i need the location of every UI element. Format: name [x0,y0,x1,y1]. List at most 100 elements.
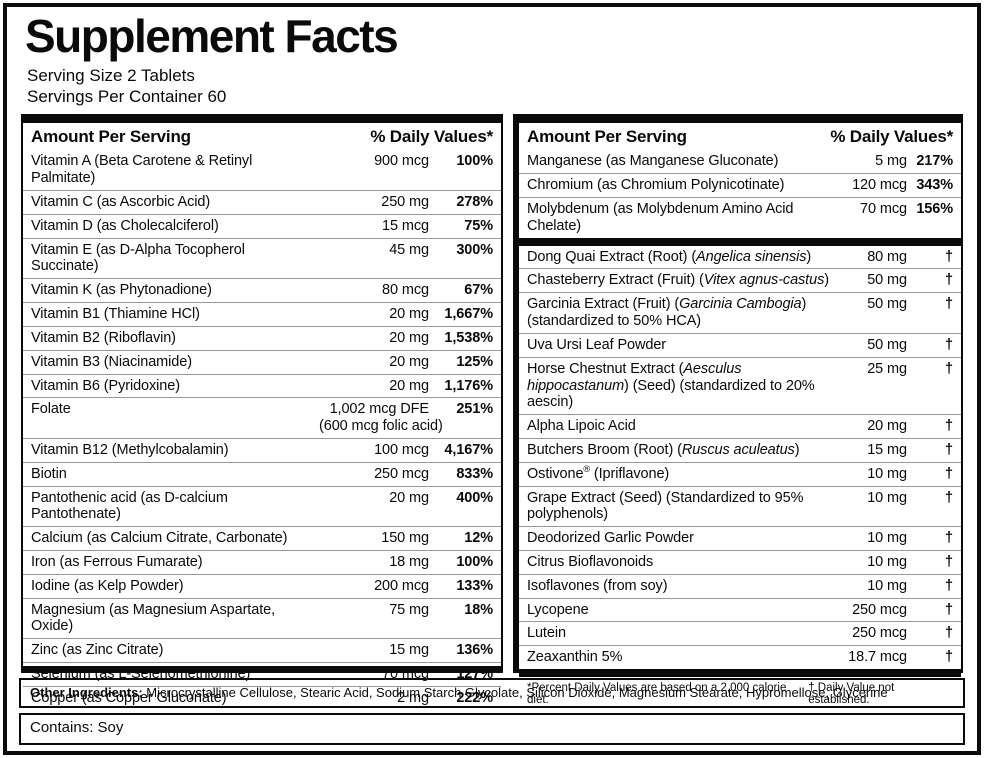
nutrient-daily-value: † [945,272,953,289]
nutrient-row: Butchers Broom (Root) (Ruscus aculeatus)… [519,437,961,462]
nutrient-daily-value: 400% [456,489,493,506]
nutrient-amount: 20 mg [389,489,429,506]
nutrient-row: Vitamin E (as D-Alpha Tocopherol Succina… [23,237,501,279]
nutrient-daily-value: 1,538% [444,329,493,346]
nutrient-daily-value: 133% [456,577,493,594]
nutrient-amount: 75 mg [389,601,429,618]
nutrient-name: Manganese (as Manganese Gluconate) [527,153,779,170]
nutrient-amount: 80 mcg [382,282,429,299]
nutrient-daily-value: 343% [916,177,953,194]
nutrient-daily-value: † [945,465,953,482]
nutrient-amount: 15 mg [389,642,429,659]
nutrient-row: Dong Quai Extract (Root) (Angelica sinen… [519,246,961,269]
nutrient-row: Chasteberry Extract (Fruit) (Vitex agnus… [519,268,961,292]
nutrient-amount: 2 mg [397,689,429,706]
supplement-column-right: Amount Per Serving % Daily Values* Manga… [513,114,963,706]
nutrient-name: Vitamin D (as Cholecalciferol) [31,217,219,234]
nutrient-amount: 120 mcg [852,177,907,194]
nutrient-daily-value: † [945,625,953,642]
nutrient-name: Zinc (as Zinc Citrate) [31,642,164,659]
nutrient-name: Iodine (as Kelp Powder) [31,577,184,594]
nutrient-name: Vitamin K (as Phytonadione) [31,282,212,299]
nutrient-rows-right: Manganese (as Manganese Gluconate) 5 mg 21… [519,150,961,669]
nutrient-name: Uva Ursi Leaf Powder [527,336,667,353]
nutrient-row: Vitamin A (Beta Carotene & Retinyl Palmi… [23,150,501,190]
section-divider-bar [519,237,961,246]
nutrient-amount: 20 mg [389,377,429,394]
column-header-left: Amount Per Serving % Daily Values* [23,123,501,150]
nutrient-daily-value: 833% [456,465,493,482]
nutrient-name: Biotin [31,465,67,482]
nutrient-name: Grape Extract (Seed) (Standardized to 95… [527,489,804,523]
header-daily-values: % Daily Values* [370,127,493,147]
contains-box: Contains: Soy [19,713,965,745]
nutrient-daily-value: 136% [456,642,493,659]
nutrient-row: Deodorized Garlic Powder 10 mg † [519,526,961,550]
nutrient-daily-value: † [945,441,953,458]
nutrient-name: Chromium (as Chromium Polynicotinate) [527,177,785,194]
nutrient-daily-value: 75% [464,217,493,234]
nutrient-row: Vitamin B3 (Niacinamide) 20 mg 125% [23,349,501,374]
nutrient-amount: 900 mcg [374,153,429,170]
nutrient-amount: 20 mg [389,329,429,346]
nutrient-amount: 10 mg [867,465,907,482]
nutrient-daily-value: † [945,336,953,353]
nutrient-name: Alpha Lipoic Acid [527,418,636,435]
nutrient-row: Biotin 250 mcg 833% [23,461,501,486]
nutrient-amount: 50 mg [867,336,907,353]
nutrient-name: Copper (as Copper Gluconate) [31,689,227,706]
nutrient-amount: 250 mcg [374,465,429,482]
nutrient-row: Magnesium (as Magnesium Aspartate, Oxide… [23,597,501,639]
nutrient-amount: 10 mg [867,530,907,547]
nutrient-row: Calcium (as Calcium Citrate, Carbonate) 1… [23,526,501,550]
nutrient-amount: 20 mg [389,353,429,370]
nutrient-amount: 80 mg [867,248,907,265]
nutrient-name: Ostivone® (Ipriflavone) [527,463,670,482]
nutrient-daily-value: † [945,360,953,377]
nutrient-name: Folate [31,401,71,418]
nutrient-row: Isoflavones (from soy) 10 mg † [519,573,961,598]
nutrient-name: Magnesium (as Magnesium Aspartate, Oxide… [31,601,276,635]
nutrient-amount: 10 mg [867,554,907,571]
nutrient-row: Iodine (as Kelp Powder) 200 mcg 133% [23,573,501,598]
nutrient-name: Vitamin A (Beta Carotene & Retinyl Palmi… [31,153,253,187]
nutrient-row: Horse Chestnut Extract (Aesculus hippoca… [519,356,961,414]
nutrient-name: Citrus Bioflavonoids [527,554,654,571]
nutrient-row: Lutein 250 mcg † [519,621,961,645]
nutrient-daily-value: † [945,649,953,666]
nutrient-amount: 15 mcg [382,217,429,234]
nutrient-row: Grape Extract (Seed) (Standardized to 95… [519,485,961,527]
header-daily-values: % Daily Values* [830,127,953,147]
nutrient-amount: 250 mcg [852,625,907,642]
nutrient-row: Pantothenic acid (as D-calcium Pantothen… [23,485,501,527]
nutrient-daily-value: † [945,489,953,506]
nutrient-amount: 250 mg [381,194,429,211]
nutrient-daily-value: 156% [916,201,953,218]
nutrient-row: Vitamin K (as Phytonadione) 80 mcg 67% [23,278,501,302]
nutrient-row: Garcinia Extract (Fruit) (Garcinia Cambo… [519,292,961,333]
nutrient-name: Butchers Broom (Root) (Ruscus aculeatus) [527,441,800,458]
nutrient-daily-value: † [945,530,953,547]
nutrient-name: Vitamin B12 (Methylcobalamin) [31,441,229,458]
nutrient-amount: 50 mg [867,272,907,289]
nutrient-name: Chasteberry Extract (Fruit) (Vitex agnus… [527,272,829,289]
nutrient-name: Lycopene [527,601,589,618]
nutrient-amount: 100 mcg [374,441,429,458]
nutrient-amount: 10 mg [867,489,907,506]
nutrient-name: Calcium (as Calcium Citrate, Carbonate) [31,530,288,547]
nutrient-name: Zeaxanthin 5% [527,649,623,666]
nutrient-amount: 10 mg [867,577,907,594]
nutrient-row: Vitamin B12 (Methylcobalamin) 100 mcg 4,16… [23,437,501,462]
nutrient-row: Lycopene 250 mcg † [519,597,961,622]
nutrient-row: Vitamin B2 (Riboflavin) 20 mg 1,538% [23,325,501,350]
supplement-column-left: Amount Per Serving % Daily Values* Vitam… [21,114,503,706]
nutrient-name: Vitamin B1 (Thiamine HCl) [31,306,200,323]
nutrient-daily-value: 4,167% [444,441,493,458]
nutrient-daily-value: 222% [456,689,493,706]
nutrient-daily-value: † [945,248,953,265]
nutrient-name: Isoflavones (from soy) [527,577,668,594]
nutrient-row: Vitamin D (as Cholecalciferol) 15 mcg 75% [23,213,501,238]
other-ingredients-box: Other Ingredients: Microcrystalline Cell… [19,678,965,709]
nutrient-daily-value: 18% [464,601,493,618]
nutrient-row: Uva Ursi Leaf Powder 50 mg † [519,332,961,357]
